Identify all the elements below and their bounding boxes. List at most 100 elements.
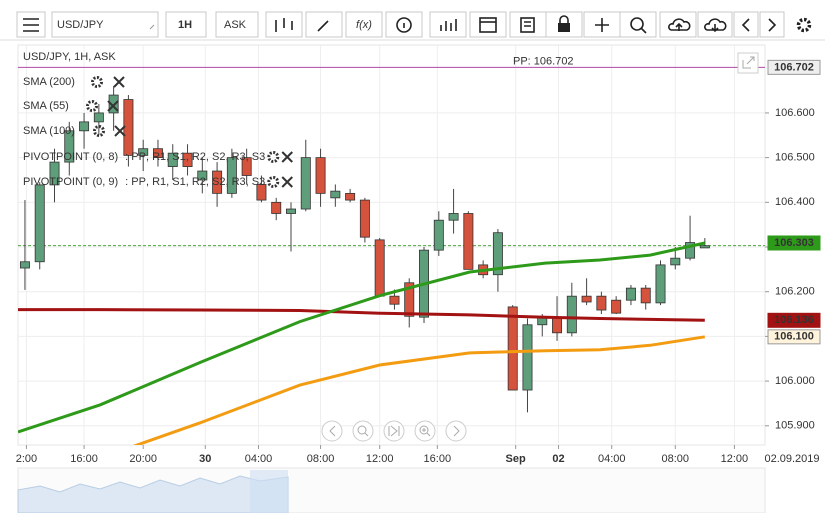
crosshair-button[interactable]	[583, 11, 621, 38]
y-tick-label: 105.900	[775, 420, 815, 432]
candle-body	[448, 213, 459, 221]
nav-reset[interactable]	[383, 420, 405, 442]
indicator-level: , R1	[146, 151, 166, 163]
candle-body	[64, 130, 75, 163]
price-type: ASK	[224, 19, 247, 31]
gear-icon[interactable]	[86, 100, 98, 112]
sma55-price-label: 106.303	[774, 237, 814, 249]
candle-body	[49, 161, 60, 186]
draw-button[interactable]	[305, 11, 343, 38]
navigator-window[interactable]	[250, 470, 288, 513]
nav-left[interactable]	[321, 420, 343, 442]
x-tick-label: 2:00	[16, 453, 37, 465]
candle-body	[212, 170, 223, 194]
gear-icon[interactable]	[91, 76, 103, 88]
gear-icon[interactable]	[267, 151, 280, 163]
calendar-button[interactable]	[469, 11, 507, 38]
indicator-name: PIVOTPOINT (0, 8)	[23, 151, 118, 163]
upload-button[interactable]	[659, 11, 697, 38]
back-button[interactable]	[733, 11, 759, 38]
candle-body	[241, 157, 252, 176]
x-tick-label: 16:00	[424, 453, 452, 465]
candle-body	[433, 219, 444, 251]
candle-body	[566, 295, 577, 334]
sma55-price-box	[767, 235, 821, 251]
download-button[interactable]	[697, 11, 733, 38]
indicator-level: , S1	[166, 176, 186, 188]
remove-icon[interactable]	[107, 100, 119, 112]
gear-icon[interactable]	[267, 176, 280, 188]
lock-button[interactable]	[545, 11, 583, 38]
y-tick-label: 106.500	[775, 152, 815, 164]
indicator-level: , R2	[186, 151, 206, 163]
info-button[interactable]	[385, 11, 423, 38]
report-button[interactable]	[509, 11, 547, 38]
candle-body	[374, 239, 385, 297]
y-tick-label: 106.200	[775, 286, 815, 298]
sma200-price-label: 106.136	[774, 314, 814, 326]
x-tick-label: 08:00	[662, 453, 690, 465]
volume-button[interactable]	[429, 11, 467, 38]
y-tick-label: 106.000	[775, 375, 815, 387]
indicator-level: : PP	[125, 151, 146, 163]
function-button[interactable]: f(x)	[345, 11, 383, 38]
zoom-button[interactable]	[619, 11, 657, 38]
legend-entry: SMA (55)	[23, 100, 69, 112]
candle-body	[359, 199, 370, 238]
candle-body	[123, 99, 134, 156]
function-label: f(x)	[356, 19, 372, 31]
indicator-level: , S3	[246, 176, 266, 188]
x-tick-label: Sep	[506, 453, 526, 465]
x-tick-label: 30	[199, 453, 211, 465]
candle-body	[226, 157, 237, 194]
indicator-level: , R3	[225, 151, 245, 163]
candle-body	[152, 148, 163, 159]
indicator-level: , S1	[166, 151, 186, 163]
candle-body	[286, 208, 296, 214]
candle-body	[315, 157, 326, 194]
remove-icon[interactable]	[281, 176, 293, 188]
candle-body	[300, 157, 311, 210]
sma-line	[18, 241, 706, 434]
indicator-name: PIVOTPOINT (0, 9)	[23, 176, 118, 188]
remove-icon[interactable]	[114, 125, 126, 137]
candle-body	[330, 190, 341, 199]
candle-body	[581, 295, 592, 303]
forward-button[interactable]	[759, 11, 785, 38]
remove-icon[interactable]	[113, 76, 125, 88]
x-tick-label: 12:00	[366, 453, 394, 465]
remove-icon[interactable]	[281, 151, 293, 163]
chart-type-button[interactable]	[265, 11, 303, 38]
symbol-select[interactable]: USD/JPY	[51, 11, 159, 38]
x-tick-label: 20:00	[129, 453, 157, 465]
menu-button[interactable]	[16, 11, 46, 38]
gear-icon[interactable]	[93, 125, 105, 137]
candle-body	[655, 264, 666, 304]
indicator-level: , S2	[206, 176, 226, 188]
legend: USD/JPY, 1H, ASK SMA (200) SMA (55) SMA (10…	[23, 51, 293, 188]
x-tick-label: 08:00	[307, 453, 335, 465]
nav-right[interactable]	[445, 420, 467, 442]
price-type-select[interactable]: ASK	[215, 11, 259, 38]
nav-zoom-out[interactable]	[352, 420, 374, 442]
indicator-level: , R3	[225, 176, 245, 188]
nav-zoom-in[interactable]	[414, 420, 436, 442]
candle-body	[699, 245, 710, 249]
settings-button[interactable]	[796, 17, 812, 33]
indicator-level: , S3	[246, 151, 266, 163]
pivot-label: PP: 106.702	[513, 55, 574, 67]
y-tick-label: 106.600	[775, 107, 815, 119]
candle-body	[670, 257, 681, 266]
x-tick-label: 12:00	[721, 453, 749, 465]
candle-body	[389, 295, 400, 305]
indicator-level: : PP	[125, 176, 146, 188]
candle-body	[93, 112, 104, 123]
expand-button[interactable]	[737, 52, 759, 74]
symbol: USD/JPY	[57, 19, 104, 31]
timeframe-select[interactable]: 1H	[165, 11, 207, 38]
candle-body	[167, 152, 178, 167]
sma100-price-label: 106.100	[774, 331, 814, 343]
candle-body	[463, 213, 474, 270]
